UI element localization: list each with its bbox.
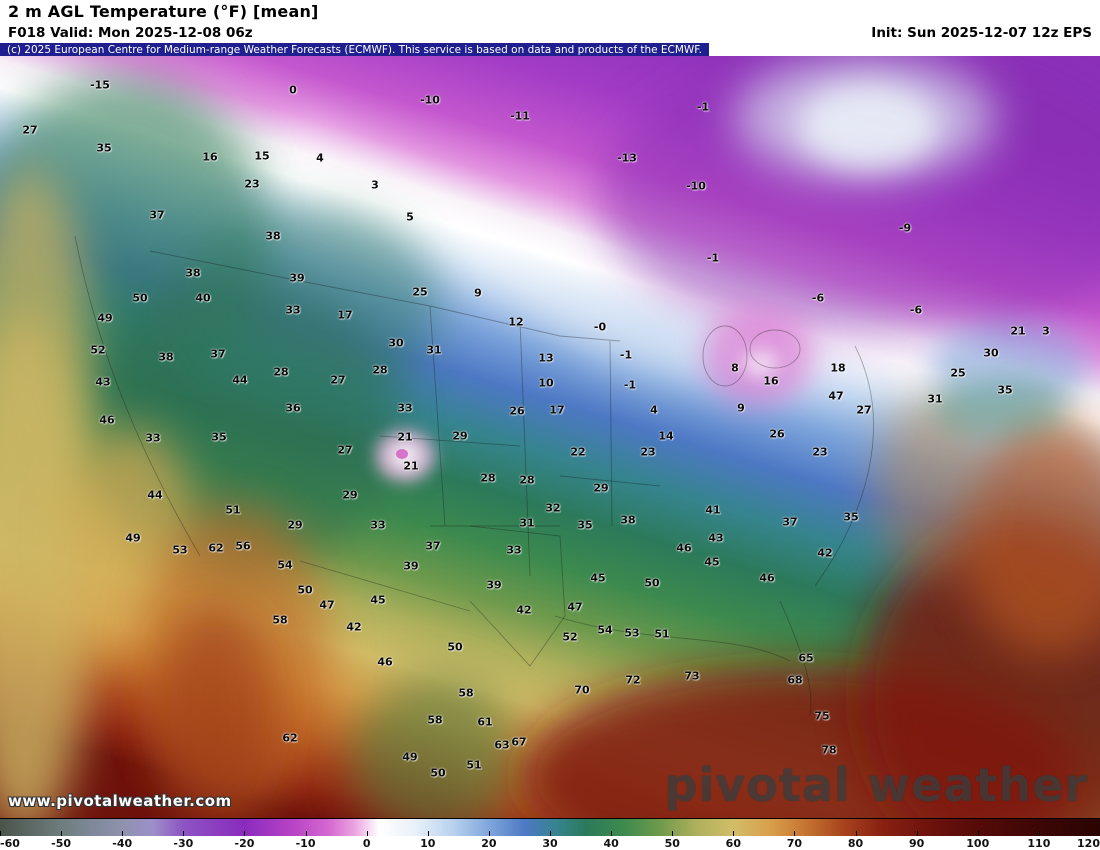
temperature-colorbar: -60 -50 -40 -30 -20 -10 0 10 20 30 40 50 60 70 80 90 100…	[0, 818, 1100, 850]
valid-time: F018 Valid: Mon 2025-12-08 06z	[8, 25, 253, 41]
border-lines	[74, 235, 874, 717]
watermark-url: www.pivotalweather.com	[8, 792, 232, 810]
copyright-bar: (c) 2025 European Centre for Medium-rang…	[0, 43, 709, 58]
page-title: 2 m AGL Temperature (°F) [mean]	[8, 2, 319, 21]
init-time: Init: Sun 2025-12-07 12z EPS	[871, 25, 1092, 41]
colorbar-gradient	[0, 819, 1100, 836]
temperature-field-graphic	[0, 56, 1100, 818]
brand-watermark: pivotal weather	[664, 758, 1088, 812]
colorbar-ticks: -60 -50 -40 -30 -20 -10 0 10 20 30 40 50 60 70 80 90 100…	[0, 831, 1100, 850]
temperature-map	[0, 56, 1100, 818]
